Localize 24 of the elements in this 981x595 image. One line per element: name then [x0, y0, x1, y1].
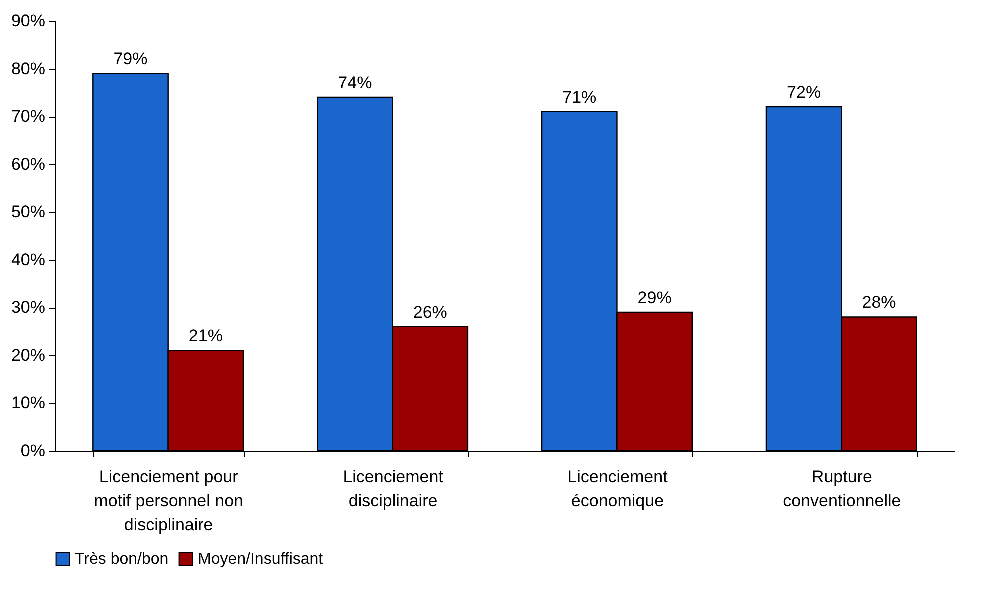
data-label: 28%: [862, 293, 896, 312]
y-tick-label: 0%: [20, 442, 46, 460]
x-tick-label: Rupture conventionnelle: [783, 468, 902, 510]
data-label: 71%: [562, 88, 597, 107]
data-label: 21%: [188, 326, 223, 346]
y-tick-label: 80%: [11, 59, 46, 78]
legend-label: Très bon/bon: [75, 551, 169, 568]
y-tick-label: 30%: [11, 298, 46, 318]
data-label: 72%: [787, 83, 822, 102]
data-label: 29%: [638, 288, 672, 308]
y-tick-label: 10%: [11, 394, 46, 413]
data-label: 79%: [114, 50, 148, 69]
y-tick-label: 90%: [11, 12, 46, 30]
data-label: 26%: [413, 302, 448, 322]
x-tick-label: Licenciement économique: [568, 468, 668, 510]
legend-label: Moyen/Insuffisant: [198, 551, 324, 568]
x-tick-label: Licenciement pour motif personnel non disciplinaire: [94, 468, 244, 534]
data-label: 74%: [338, 73, 372, 92]
y-tick-label: 70%: [11, 107, 46, 126]
y-tick-label: 60%: [11, 154, 46, 174]
x-tick-label: Licenciement disciplinaire: [343, 468, 444, 510]
y-tick-label: 20%: [11, 346, 46, 365]
y-tick-label: 50%: [11, 202, 46, 222]
y-tick-label: 40%: [11, 250, 46, 270]
